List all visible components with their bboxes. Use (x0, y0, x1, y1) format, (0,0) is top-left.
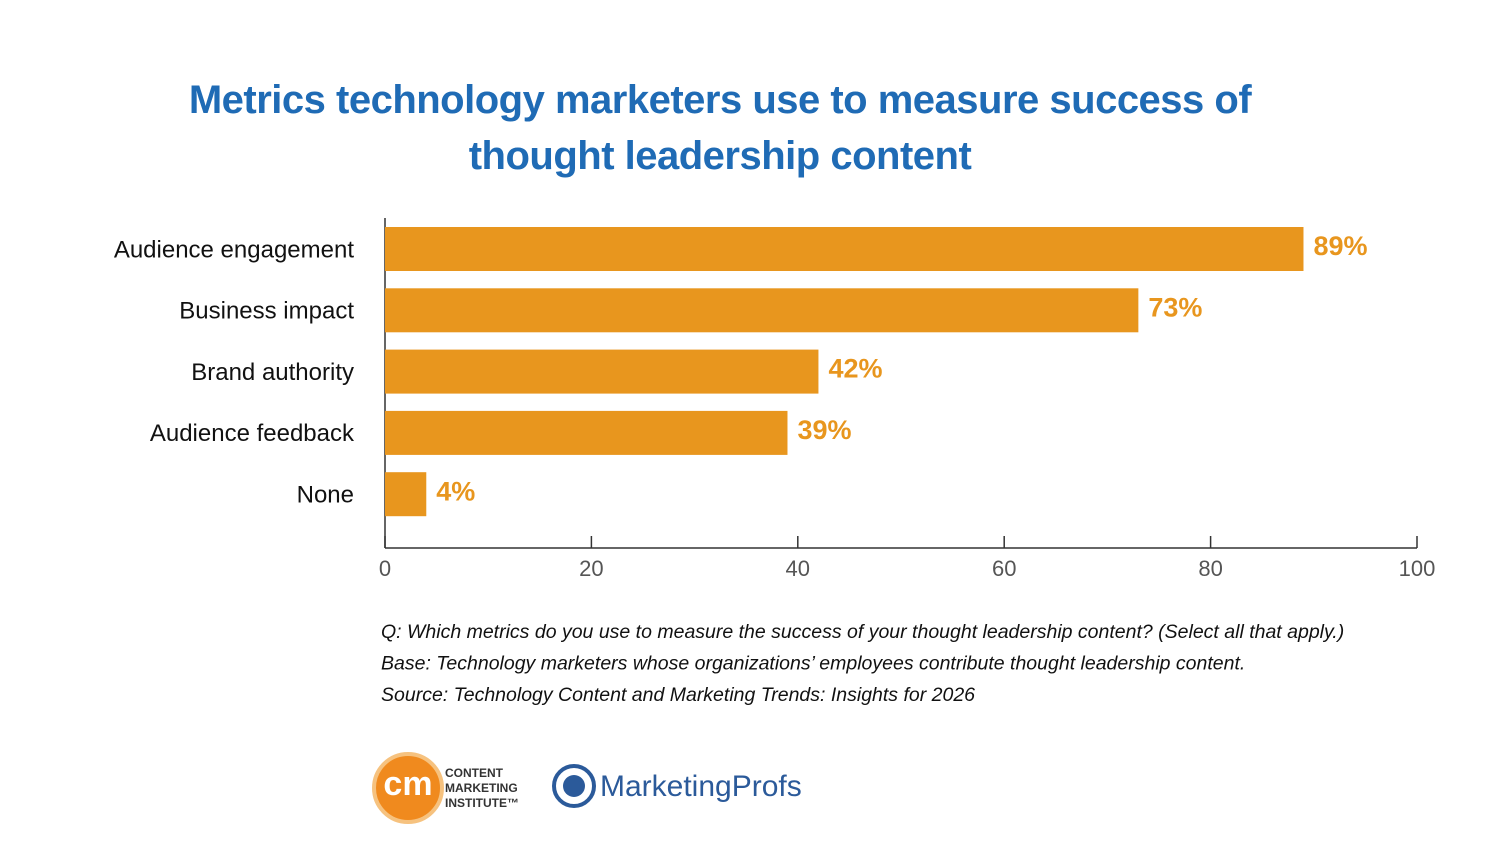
cmi-logo-text: INSTITUTE™ (445, 796, 519, 810)
cmi-logo-circle (372, 752, 444, 824)
x-tick-label: 0 (379, 556, 391, 581)
y-tick-label: Audience feedback (150, 420, 355, 447)
x-tick-label: 100 (1399, 556, 1436, 581)
y-tick-label: None (297, 482, 354, 509)
y-tick-label: Business impact (179, 298, 354, 325)
x-tick-label: 80 (1198, 556, 1222, 581)
chart-title: Metrics technology marketers use to meas… (188, 78, 1252, 178)
cmi-logo-mark: cm (383, 765, 432, 803)
cmi-logo-text: CONTENT (445, 766, 504, 780)
footnote: Q: Which metrics do you use to measure t… (381, 621, 1344, 643)
bar (385, 288, 1139, 333)
x-tick-label: 60 (992, 556, 1016, 581)
x-tick-label: 20 (579, 556, 603, 581)
bar (385, 349, 819, 394)
value-label: 4% (436, 476, 475, 506)
value-label: 73% (1148, 292, 1202, 322)
value-label: 89% (1313, 231, 1367, 261)
value-label: 42% (828, 354, 882, 384)
bar (385, 227, 1304, 271)
bar (385, 410, 788, 455)
footnote: Base: Technology marketers whose organiz… (381, 653, 1245, 675)
y-tick-label: Brand authority (191, 359, 354, 386)
x-tick-label: 40 (786, 556, 810, 581)
mprofs-logo-bird (563, 775, 585, 797)
footnote: Source: Technology Content and Marketing… (381, 684, 975, 706)
value-label: 39% (797, 415, 851, 445)
mprofs-logo-text: MarketingProfs (600, 770, 802, 803)
cmi-logo-text: MARKETING (445, 781, 518, 795)
bar (385, 472, 427, 517)
y-tick-label: Audience engagement (114, 236, 355, 263)
